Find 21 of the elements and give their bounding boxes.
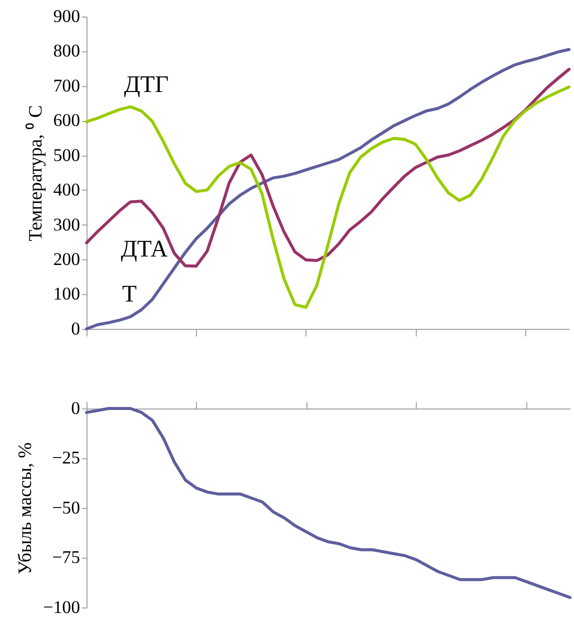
y-tick-label: −100 bbox=[43, 596, 80, 617]
y-tick-label: 700 bbox=[53, 75, 80, 96]
y-tick-label: 500 bbox=[53, 144, 80, 165]
series-label: ДТА bbox=[120, 236, 169, 263]
series-label: Т bbox=[122, 281, 138, 308]
y-tick-label: 0 bbox=[71, 318, 80, 338]
y-tick-label: 100 bbox=[53, 284, 80, 304]
y-tick-label: 300 bbox=[53, 214, 80, 234]
y-tick-label: 900 bbox=[53, 6, 80, 26]
y-tick-label: 600 bbox=[53, 110, 80, 130]
y-tick-label: 800 bbox=[53, 40, 80, 61]
y-tick-label: 0 bbox=[71, 398, 80, 418]
line-series bbox=[85, 68, 571, 268]
series-label: ДТГ bbox=[124, 72, 169, 98]
y-tick-label: 400 bbox=[53, 180, 80, 200]
y-tick-label: −75 bbox=[52, 547, 80, 568]
y-tick-label: −25 bbox=[52, 448, 80, 468]
y-axis-title: Убыль массы, % bbox=[15, 442, 36, 575]
y-tick-label: 200 bbox=[53, 248, 80, 269]
y-axis-title: Температура, ⁰ С bbox=[24, 105, 46, 242]
y-tick-label: −50 bbox=[52, 497, 80, 518]
